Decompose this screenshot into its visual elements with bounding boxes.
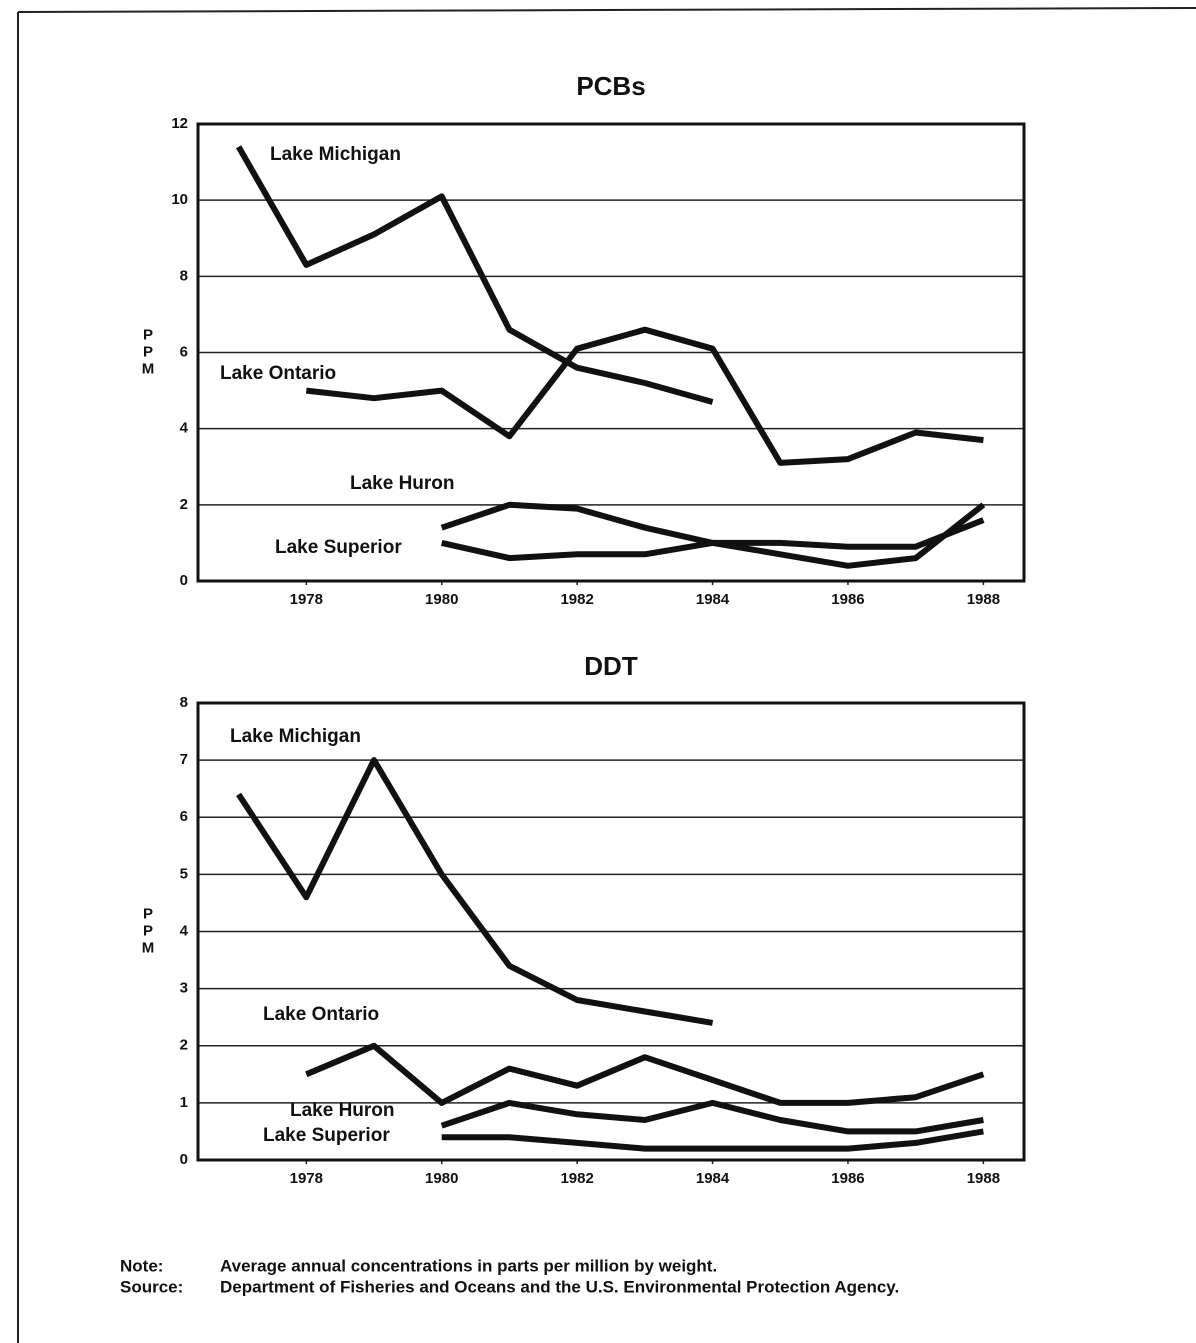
plot-frame — [196, 701, 1026, 1162]
source: Department of Fisheries and Oceans and t… — [220, 1277, 899, 1296]
x-tick-label: 1982 — [560, 1170, 593, 1187]
x-tick-label: 1988 — [967, 1170, 1000, 1187]
y-tick-label: 12 — [171, 115, 188, 132]
plot-frame — [196, 122, 1026, 583]
series-line — [305, 326, 984, 466]
x-tick-label: 1980 — [425, 591, 458, 608]
series-label: Lake Ontario — [220, 363, 336, 384]
source-label: Source: — [120, 1277, 183, 1296]
note-label: Note: — [120, 1256, 163, 1275]
series-line — [236, 757, 714, 1026]
x-tick-label: 1984 — [696, 591, 730, 608]
series-label: Lake Huron — [290, 1100, 395, 1121]
y-tick-label: 3 — [180, 980, 188, 997]
series-label: Lake Ontario — [263, 1004, 379, 1025]
y-tick-label: 0 — [180, 572, 188, 589]
y-tick-label: 0 — [180, 1151, 188, 1168]
series-line — [441, 517, 985, 562]
series-line — [235, 145, 714, 405]
frame-top — [17, 7, 1196, 13]
y-tick-label: 2 — [180, 496, 188, 513]
x-tick-label: 1980 — [425, 1170, 458, 1187]
y-tick-label: 1 — [180, 1094, 188, 1111]
y-tick-label: 10 — [171, 191, 188, 208]
y-tick-label: 8 — [180, 694, 188, 711]
x-tick-label: 1988 — [967, 591, 1000, 608]
series-line — [440, 1099, 984, 1135]
chart-title: DDT — [584, 651, 638, 681]
series-line — [441, 1128, 984, 1152]
y-tick-label: 8 — [180, 267, 188, 284]
x-tick-label: 1978 — [290, 1170, 323, 1187]
y-tick-label: 7 — [180, 751, 188, 768]
x-tick-label: 1984 — [696, 1170, 730, 1187]
y-tick-label: 2 — [180, 1037, 188, 1054]
y-tick-label: 6 — [180, 808, 188, 825]
series-line — [305, 1042, 985, 1106]
x-tick-label: 1978 — [290, 591, 323, 608]
x-tick-label: 1986 — [831, 591, 864, 608]
x-tick-label: 1982 — [560, 591, 593, 608]
y-tick-label: 5 — [180, 865, 188, 882]
y-tick-label: 4 — [180, 420, 189, 437]
series-label: Lake Huron — [350, 473, 455, 494]
note: Average annual concentrations in parts p… — [220, 1256, 717, 1275]
y-tick-label: 6 — [180, 343, 188, 360]
series-label: Lake Michigan — [270, 144, 401, 165]
series-label: Lake Michigan — [230, 726, 361, 747]
series-label: Lake Superior — [263, 1125, 390, 1146]
series-label: Lake Superior — [275, 537, 402, 558]
chart-title: PCBs — [576, 71, 645, 101]
y-tick-label: 4 — [180, 922, 189, 939]
x-tick-label: 1986 — [831, 1170, 864, 1187]
